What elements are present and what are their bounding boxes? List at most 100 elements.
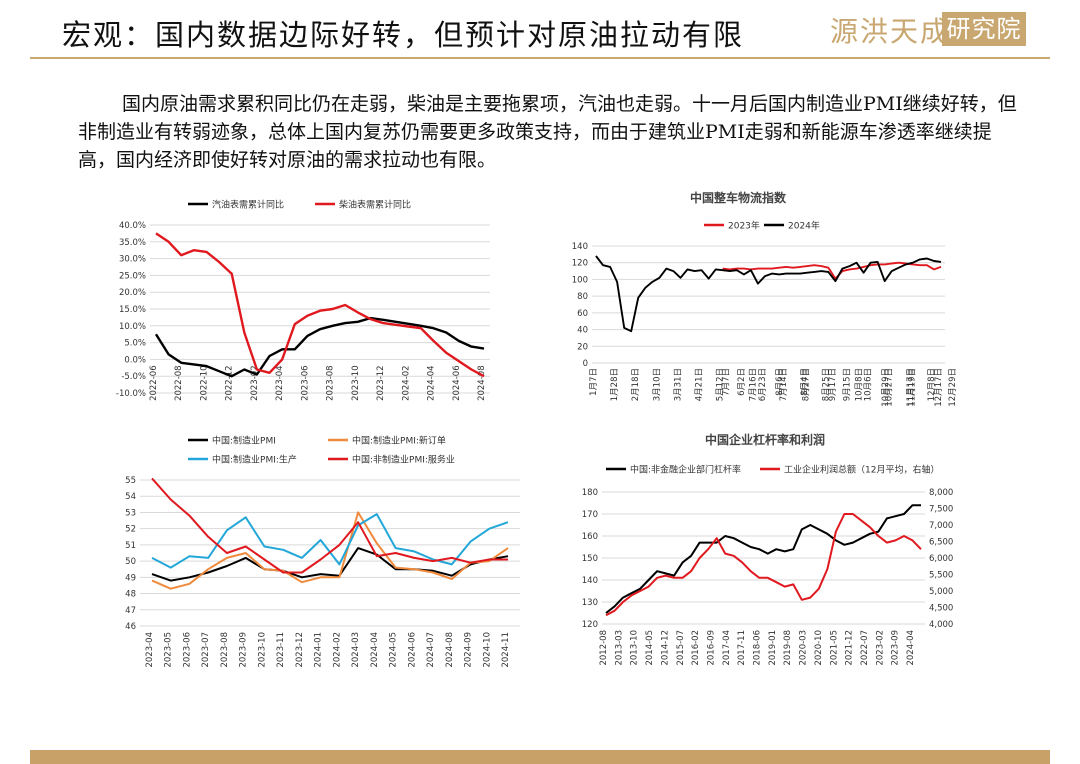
x-tick-label: 12月8日 [927,368,937,401]
x-tick-label: 2013-10 [630,630,640,666]
x-tick-label: 2023-02 [875,630,885,666]
x-tick-label: 2024-02 [332,632,342,668]
y-tick-label: 15.0% [119,305,146,315]
x-tick-label: 2017-11 [737,630,747,666]
y-tick-label-right: 8,000 [929,488,953,498]
x-tick-label: 2019-01 [768,630,778,666]
y-tick-label: 140 [582,576,598,586]
x-tick-label: 2014-05 [645,630,655,666]
y-tick-label-right: 4,000 [929,620,953,630]
x-tick-label: 1月28日 [610,368,620,401]
x-tick-label: 2024-06 [407,632,417,668]
x-tick-label: 2023-07 [201,632,211,668]
x-tick-label: 2024-11 [501,632,511,668]
y-tick-label-right: 5,000 [929,587,953,597]
legend-label-0: 2023年 [728,220,760,232]
y-tick-label: 120 [572,259,588,269]
y-tick-label: 130 [582,598,598,608]
y-tick-label: 20.0% [119,288,146,298]
y-tick-label: 0.0% [124,355,146,365]
chart-title: 中国企业杠杆率和利润 [705,432,825,447]
x-tick-label: 2024-09 [464,632,474,668]
x-tick-label: 2024-03 [351,632,361,668]
vehicle-logistics-chart: 中国整车物流指数 2023年 2024年 140 120 100 80 60 40 20 01月7日… [572,190,958,407]
y-tick-label: 25.0% [119,271,146,281]
y-tick-label: 160 [582,532,598,542]
x-tick-label: 2023-12 [295,632,305,668]
x-tick-label: 2023-08 [326,365,336,401]
x-tick-label: 2023-11 [276,632,286,668]
series-line-0 [151,547,509,582]
x-tick-label: 2024-05 [389,632,399,668]
x-tick-label: 2012-08 [599,630,609,666]
y-tick-label: 150 [582,554,598,564]
x-tick-label: 4月21日 [695,368,705,401]
x-tick-label: 2023-08 [220,632,230,668]
y-tick-label: 100 [572,275,588,285]
y-tick-label-right: 4,500 [929,604,953,614]
y-tick-label: 55 [125,476,136,486]
x-tick-label: 10月6日 [864,368,874,401]
x-tick-label: 2024-08 [477,365,487,401]
x-tick-label: 2024-04 [427,365,437,401]
x-tick-label-2023: 11月19日 [907,368,917,407]
y-tick-label: 20 [577,342,588,352]
x-tick-label: 2023-09 [891,630,901,666]
x-tick-label: 2022-06 [149,365,159,401]
y-tick-label: 10.0% [119,322,146,332]
brand-logo-text: 源洪天成 [830,15,951,48]
x-tick-label: 2023-12 [376,365,386,401]
y-tick-label: 47 [125,606,136,616]
x-tick-label-2023: 10月29日 [881,368,891,407]
x-tick-label: 2022-10 [199,365,209,401]
x-tick-label-2023: 10月8日 [854,368,864,401]
y-tick-label: 40.0% [119,221,146,231]
y-tick-label-right: 7,500 [929,505,953,515]
y-tick-label-right: 5,500 [929,571,953,581]
y-tick-label: 80 [577,292,588,302]
y-tick-label: -5.0% [121,372,146,382]
x-tick-label: 2016-09 [706,630,716,666]
x-tick-label: 2月18日 [631,368,641,401]
x-tick-label: 2024-07 [426,632,436,668]
fuel-demand-chart: 汽油表需累计同比 柴油表需累计同比 40.0% 35.0% 30.0% 25.0% 20.0… [116,199,490,401]
legend-label-1: 2024年 [788,220,820,232]
x-tick-label: 2022-12 [225,365,235,401]
x-tick-label: 2023-05 [164,632,174,668]
series-line-1 [155,232,485,378]
y-tick-label: 140 [572,242,588,252]
x-tick-label: 12月29日 [948,368,958,407]
y-tick-label: 54 [125,492,136,502]
series-line-0 [154,316,485,378]
x-tick-label: 2023-10 [257,632,267,668]
summary-text: 国内原油需求累积同比仍在走弱，柴油是主要拖累项，汽油也走弱。十一月后国内制造业P… [78,93,1017,171]
series-line-1 [605,513,922,617]
brand-logo-box-text: 研究院 [946,15,1022,43]
summary-paragraph: 国内原油需求累积同比仍在走弱，柴油是主要拖累项，汽油也走弱。十一月后国内制造业P… [78,90,1018,174]
x-tick-label: 2019-08 [783,630,793,666]
y-tick-label-right: 6,000 [929,554,953,564]
brand-logo-box: 研究院 [942,12,1026,46]
x-tick-label: 2024-10 [482,632,492,668]
legend-label-1: 中国:制造业PMI:新订单 [352,435,446,447]
x-tick-label: 10月27日 [885,368,895,407]
x-tick-label: 2023-10 [351,365,361,401]
x-tick-label: 3月10日 [652,368,662,401]
y-tick-label: 50 [125,557,136,567]
x-tick-label-2023: 8月6日 [775,368,785,396]
chart-title: 中国整车物流指数 [690,190,787,205]
legend-label-2: 中国:制造业PMI:生产 [212,454,297,466]
y-tick-label: 5.0% [124,339,146,349]
x-tick-label: 2023-06 [182,632,192,668]
x-tick-label: 7月14日 [779,368,789,401]
x-tick-label: 2015-07 [676,630,686,666]
y-tick-label: 30.0% [119,255,146,265]
x-tick-label: 2020-10 [814,630,824,666]
series-line-1 [595,255,942,333]
legend-label-0: 中国:非金融企业部门杠杆率 [630,464,741,476]
y-tick-label: 170 [582,510,598,520]
series-line-3 [151,477,508,574]
y-tick-label: 46 [125,622,136,632]
y-tick-label: 52 [125,525,136,535]
